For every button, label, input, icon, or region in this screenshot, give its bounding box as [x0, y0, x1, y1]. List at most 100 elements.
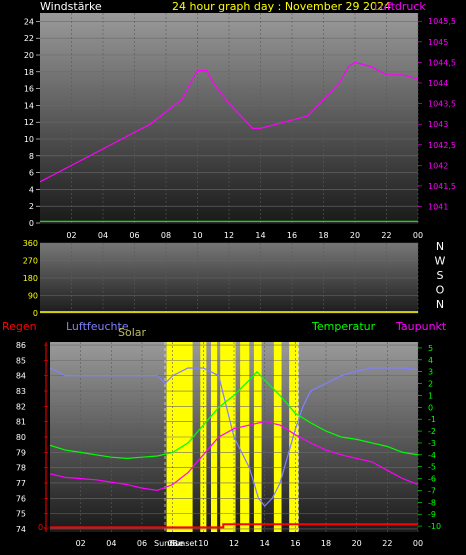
time-tick-label: 12	[229, 539, 239, 548]
panel-bottom-left-axis: 74 75 76 77 78 79 80 81 82 83 84 85 86 0-	[16, 341, 48, 534]
time-tick-label: 00	[413, 539, 423, 548]
time-tick-label: 22	[381, 231, 391, 240]
humidity-tick-label: 78	[16, 464, 26, 473]
time-tick-label: 18	[321, 539, 331, 548]
left-tick-label: 8	[29, 152, 34, 161]
time-tick-label: 18	[318, 231, 328, 240]
temperature-tick-label: 3	[428, 368, 433, 377]
time-tick-label: 10	[192, 231, 202, 240]
time-tick-label: 04	[106, 539, 116, 548]
temperature-line	[49, 370, 419, 460]
humidity-tick-label: 84	[16, 372, 26, 381]
time-tick-label: 20	[350, 231, 360, 240]
temperature-tick-label: -10	[428, 522, 441, 531]
right-tick-label: 1041	[428, 203, 448, 212]
humidity-tick-label: 85	[16, 356, 26, 365]
time-tick-label: 00	[413, 231, 423, 240]
dewpoint-line	[49, 420, 419, 492]
compass-letter: N	[436, 298, 444, 311]
right-tick-label: 1045,5	[428, 17, 456, 26]
right-tick-label: 1045	[428, 38, 448, 47]
time-tick-label: 06	[129, 231, 139, 240]
direction-tick-label: 180	[23, 274, 38, 283]
sunrise-label: Sunrise	[154, 539, 184, 548]
temperature-tick-label: -8	[428, 498, 436, 507]
time-tick-label: 12	[224, 231, 234, 240]
time-tick-label: 16	[290, 539, 300, 548]
temperature-tick-label: 1	[428, 391, 433, 400]
temperature-tick-label: -7	[428, 486, 436, 495]
panel-bottom-grid	[50, 342, 419, 532]
humidity-tick-label: 75	[16, 510, 26, 519]
direction-tick-label: 360	[23, 239, 38, 248]
panel-top-series	[39, 61, 419, 222]
time-tick-label: 22	[382, 539, 392, 548]
time-tick-label: 10	[198, 539, 208, 548]
temperature-tick-label: -1	[428, 415, 436, 424]
rain-line	[50, 523, 418, 529]
rain-tick-label: 0-	[38, 523, 46, 532]
header-right: Luftdruck	[374, 0, 426, 13]
temperature-tick-label: 5	[428, 344, 433, 353]
right-tick-label: 1044,5	[428, 58, 456, 67]
compass-letter: W	[435, 255, 446, 268]
legend-solar: Solar	[118, 326, 147, 339]
legend-rain: Regen	[2, 320, 37, 333]
temperature-tick-label: -6	[428, 475, 436, 484]
panel-mid-grid	[40, 242, 419, 314]
right-tick-label: 1042,5	[428, 141, 456, 150]
left-tick-label: 6	[29, 169, 34, 178]
temperature-tick-label: -3	[428, 439, 436, 448]
time-tick-label: 02	[76, 539, 86, 548]
humidity-line	[49, 367, 419, 507]
humidity-tick-label: 86	[16, 341, 26, 350]
time-tick-label: 14	[260, 539, 270, 548]
temperature-tick-label: -2	[428, 427, 436, 436]
compass-letter: N	[436, 240, 444, 253]
humidity-tick-label: 83	[16, 387, 26, 396]
humidity-tick-label: 79	[16, 448, 26, 457]
temperature-tick-label: 2	[428, 380, 433, 389]
panel-mid-left-axis: 0 90 180 270 360	[23, 239, 38, 318]
left-tick-label: 24	[24, 17, 34, 26]
left-tick-label: 18	[24, 68, 34, 77]
humidity-tick-label: 82	[16, 402, 26, 411]
header-center: 24 hour graph day : November 29 2024	[172, 0, 391, 13]
direction-tick-label: 270	[23, 257, 38, 266]
time-tick-label: 08	[168, 539, 178, 548]
right-tick-label: 1042	[428, 161, 448, 170]
legend-humidity: Luftfeuchte	[66, 320, 129, 333]
right-tick-label: 1043	[428, 120, 448, 129]
left-tick-label: 4	[29, 185, 34, 194]
pressure-line	[39, 61, 419, 183]
header-left: Windstärke	[40, 0, 102, 13]
time-tick-label: 20	[352, 539, 362, 548]
left-tick-label: 22	[24, 34, 34, 43]
left-tick-label: 10	[24, 135, 34, 144]
time-tick-label: 14	[255, 231, 265, 240]
right-tick-label: 1041,5	[428, 182, 456, 191]
left-tick-label: 0	[29, 219, 34, 228]
left-tick-label: 12	[24, 118, 34, 127]
temperature-tick-label: -5	[428, 463, 436, 472]
legend-temperature: Temperatur	[311, 320, 376, 333]
humidity-tick-label: 76	[16, 494, 26, 503]
direction-tick-label: 0	[33, 309, 38, 318]
time-tick-label: 06	[137, 539, 147, 548]
time-tick-label: 02	[66, 231, 76, 240]
temperature-tick-label: 0	[428, 403, 433, 412]
panel-top-grid	[40, 13, 419, 224]
panel-bottom-time-axis: 02 04 06 08 10 12 14 16 18 20 22 00	[76, 539, 424, 548]
temperature-tick-label: 4	[428, 356, 433, 365]
humidity-tick-label: 81	[16, 418, 26, 427]
temperature-tick-label: -4	[428, 451, 436, 460]
humidity-tick-label: 80	[16, 433, 26, 442]
left-tick-label: 16	[24, 85, 34, 94]
right-tick-label: 1044	[428, 79, 448, 88]
right-tick-label: 1043,5	[428, 100, 456, 109]
panel-top-right-axis: 1041 1041,5 1042 1042,5 1043 1043,5 1044 1044,5…	[418, 17, 456, 212]
